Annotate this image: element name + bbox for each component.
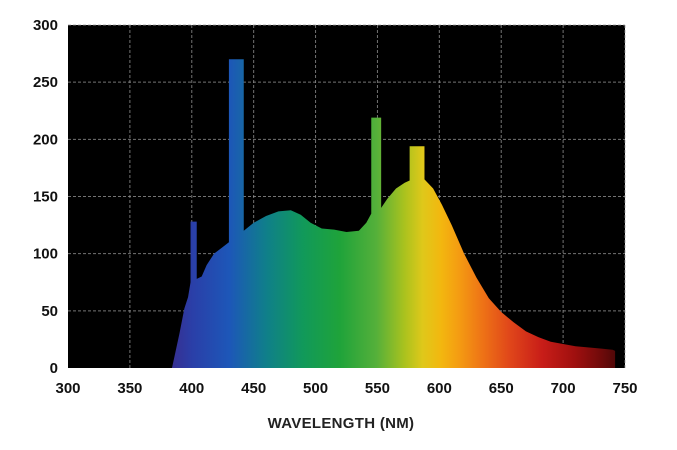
x-tick-label-1: 350 xyxy=(117,380,142,397)
x-tick-label-4: 500 xyxy=(303,380,328,397)
x-tick-label-5: 550 xyxy=(365,380,390,397)
y-tick-label-2: 100 xyxy=(33,246,58,263)
y-tick-label-1: 50 xyxy=(41,303,58,320)
y-tick-label-0: 0 xyxy=(50,360,58,377)
x-tick-label-2: 400 xyxy=(179,380,204,397)
y-tick-label-5: 250 xyxy=(33,74,58,91)
x-tick-label-0: 300 xyxy=(55,380,80,397)
series-area-layer xyxy=(171,59,616,369)
grid xyxy=(68,24,626,368)
x-axis-title: WAVELENGTH (NM) xyxy=(268,415,415,432)
y-tick-label-6: 300 xyxy=(33,17,58,34)
y-tick-labels: 0 50 100 150 200 250 300 xyxy=(33,17,58,377)
y-tick-label-3: 150 xyxy=(33,189,58,206)
x-tick-label-8: 700 xyxy=(551,380,576,397)
x-tick-labels: 300 350 400 450 500 550 600 650 700 750 xyxy=(55,380,637,397)
spectrum-area-series-0 xyxy=(171,59,616,369)
x-tick-label-6: 600 xyxy=(427,380,452,397)
x-tick-label-9: 750 xyxy=(612,380,637,397)
y-tick-label-4: 200 xyxy=(33,131,58,148)
x-tick-label-3: 450 xyxy=(241,380,266,397)
x-tick-label-7: 650 xyxy=(489,380,514,397)
